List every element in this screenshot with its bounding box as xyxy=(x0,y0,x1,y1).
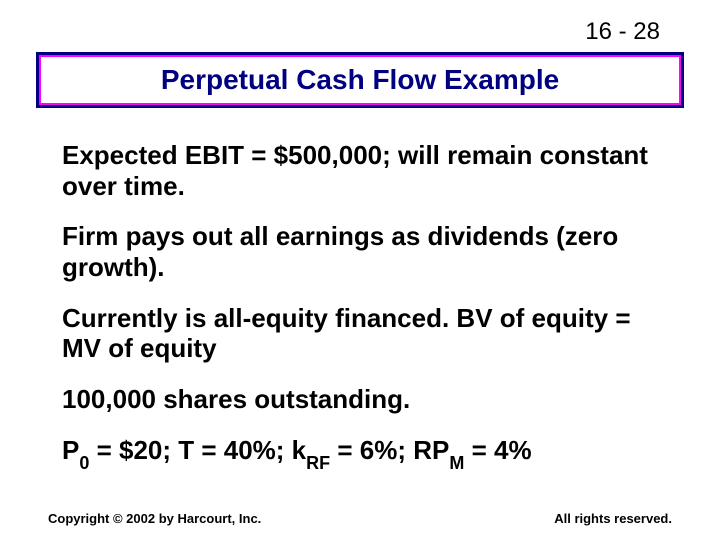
formula-rp-val: = 4% xyxy=(464,435,531,465)
bullet-item: Expected EBIT = $500,000; will remain co… xyxy=(62,140,672,201)
formula-p-sub: 0 xyxy=(79,453,89,473)
bullet-formula: P0 = $20; T = 40%; kRF = 6%; RPM = 4% xyxy=(62,435,672,470)
title-box: Perpetual Cash Flow Example xyxy=(36,52,684,108)
content-area: Expected EBIT = $500,000; will remain co… xyxy=(62,140,672,490)
bullet-item: 100,000 shares outstanding. xyxy=(62,384,672,415)
slide-title: Perpetual Cash Flow Example xyxy=(161,64,559,96)
footer-rights: All rights reserved. xyxy=(554,511,672,526)
formula-rp-sub: M xyxy=(449,453,464,473)
formula-k-val: = 6%; RP xyxy=(330,435,449,465)
formula-p-val: = $20; T = 40%; k xyxy=(89,435,306,465)
footer-copyright: Copyright © 2002 by Harcourt, Inc. xyxy=(48,511,261,526)
bullet-item: Firm pays out all earnings as dividends … xyxy=(62,221,672,282)
formula-p: P xyxy=(62,435,79,465)
formula-k-sub: RF xyxy=(306,453,330,473)
title-inner: Perpetual Cash Flow Example xyxy=(39,55,681,105)
bullet-item: Currently is all-equity financed. BV of … xyxy=(62,303,672,364)
page-number: 16 - 28 xyxy=(585,18,660,46)
